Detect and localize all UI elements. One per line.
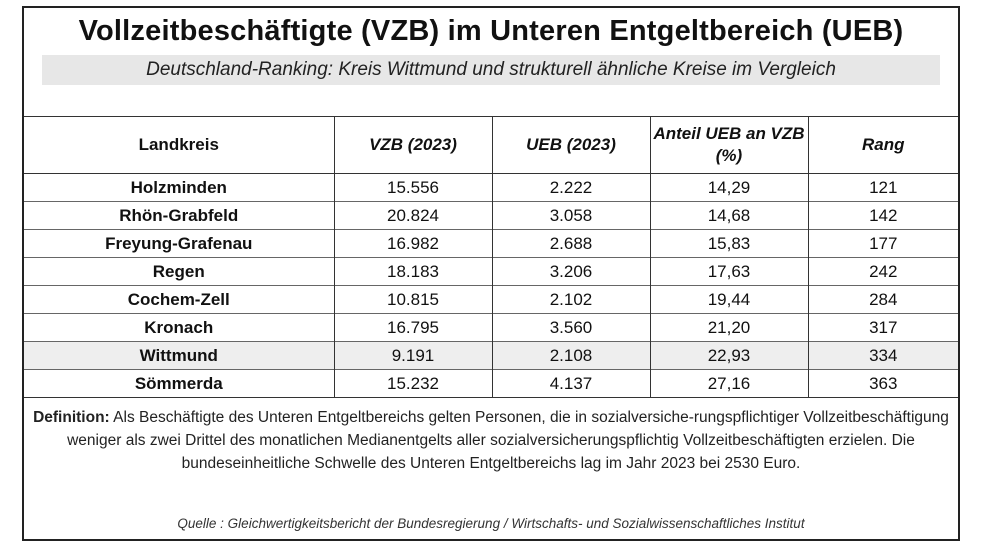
cell-vzb: 18.183 [334, 257, 493, 286]
table-row: Freyung-Grafenau 16.982 2.688 15,83 177 [24, 229, 958, 258]
cell-rang: 242 [869, 262, 898, 281]
header-landkreis: Landkreis [24, 116, 335, 174]
cell-ueb: 4.137 [492, 369, 651, 398]
cell-vzb: 9.191 [334, 341, 493, 370]
table-row-highlighted: Wittmund 9.191 2.108 22,93 334 [24, 341, 958, 370]
cell-vzb: 20.824 [334, 201, 493, 230]
cell-anteil: 17,63 [650, 257, 809, 286]
table-row: Rhön-Grabfeld 20.824 3.058 14,68 142 [24, 201, 958, 230]
table-row: Regen 18.183 3.206 17,63 242 [24, 257, 958, 286]
header-vzb: VZB (2023) [334, 116, 493, 174]
cell-rang: 317 [869, 318, 898, 337]
cell-anteil: 14,68 [650, 201, 809, 230]
cell-anteil: 22,93 [650, 341, 809, 370]
header-ueb: UEB (2023) [492, 116, 651, 174]
cell-rang: 121 [869, 178, 898, 197]
cell-vzb: 15.556 [334, 173, 493, 202]
definition-body: Als Beschäftigte des Unteren Entgeltbere… [67, 409, 949, 472]
header-rang: Rang [862, 135, 905, 154]
table-row: Cochem-Zell 10.815 2.102 19,44 284 [24, 285, 958, 314]
cell-landkreis: Sömmerda [24, 369, 335, 398]
cell-anteil: 14,29 [650, 173, 809, 202]
cell-landkreis: Kronach [24, 313, 335, 342]
cell-landkreis: Regen [24, 257, 335, 286]
cell-vzb: 10.815 [334, 285, 493, 314]
cell-anteil: 27,16 [650, 369, 809, 398]
cell-ueb: 2.102 [492, 285, 651, 314]
cell-landkreis: Rhön-Grabfeld [24, 201, 335, 230]
cell-rang: 284 [869, 290, 898, 309]
cell-ueb: 2.108 [492, 341, 651, 370]
cell-rang: 177 [869, 234, 898, 253]
cell-ueb: 2.688 [492, 229, 651, 258]
definition-label: Definition: [33, 409, 110, 426]
cell-anteil: 21,20 [650, 313, 809, 342]
source-note: Quelle : Gleichwertigkeitsbericht der Bu… [177, 516, 805, 531]
page-title: Vollzeitbeschäftigte (VZB) im Unteren En… [78, 15, 904, 47]
cell-rang: 363 [869, 374, 898, 393]
cell-rang: 142 [869, 206, 898, 225]
table-row: Sömmerda 15.232 4.137 27,16 363 [24, 369, 958, 398]
cell-landkreis: Wittmund [24, 341, 335, 370]
cell-landkreis: Holzminden [24, 173, 335, 202]
table-row: Holzminden 15.556 2.222 14,29 121 [24, 173, 958, 202]
cell-ueb: 3.206 [492, 257, 651, 286]
cell-vzb: 15.232 [334, 369, 493, 398]
table-header-row: Landkreis VZB (2023) UEB (2023) Anteil U… [24, 116, 958, 174]
cell-landkreis: Cochem-Zell [24, 285, 335, 314]
cell-anteil: 19,44 [650, 285, 809, 314]
cell-vzb: 16.795 [334, 313, 493, 342]
header-anteil: Anteil UEB an VZB (%) [650, 116, 809, 174]
ranking-table: Landkreis VZB (2023) UEB (2023) Anteil U… [24, 116, 958, 398]
cell-anteil: 15,83 [650, 229, 809, 258]
cell-landkreis: Freyung-Grafenau [24, 229, 335, 258]
cell-ueb: 2.222 [492, 173, 651, 202]
cell-ueb: 3.560 [492, 313, 651, 342]
cell-ueb: 3.058 [492, 201, 651, 230]
page-subtitle: Deutschland-Ranking: Kreis Wittmund und … [42, 55, 940, 85]
info-panel: Vollzeitbeschäftigte (VZB) im Unteren En… [22, 6, 960, 541]
definition-text: Definition: Als Beschäftigte des Unteren… [32, 406, 950, 475]
cell-rang: 334 [808, 341, 958, 370]
table-row: Kronach 16.795 3.560 21,20 317 [24, 313, 958, 342]
cell-vzb: 16.982 [334, 229, 493, 258]
